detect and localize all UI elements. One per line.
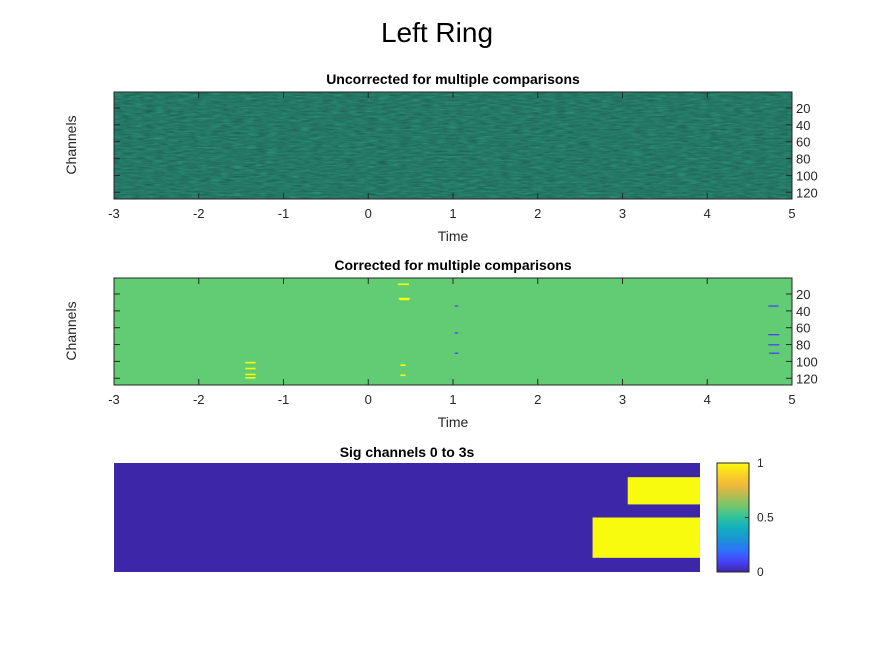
uncorrected-heatmap-noise-blue: [114, 92, 792, 199]
corrected-heatmap-marks: [245, 283, 780, 379]
axes-corrected-ylabel: Channels: [63, 301, 79, 360]
xtick-label: 1: [449, 392, 456, 407]
ytick-label: 120: [796, 371, 818, 386]
positive-cluster: [400, 374, 406, 377]
axes-corrected: Corrected for multiple comparisons -3 -2-…: [63, 257, 818, 430]
xtick-label: 4: [704, 206, 711, 221]
xtick-label: 2: [534, 206, 541, 221]
ytick-label: 80: [796, 338, 810, 353]
positive-cluster: [245, 367, 256, 370]
negative-cluster: [768, 305, 779, 307]
negative-cluster: [454, 352, 459, 354]
axes-corrected-title: Corrected for multiple comparisons: [334, 257, 571, 273]
positive-cluster: [245, 361, 256, 364]
colorbar-tick-label: 0: [757, 565, 764, 579]
ytick-label: 20: [796, 101, 810, 116]
positive-cluster: [399, 298, 409, 301]
figure-title: Left Ring: [381, 17, 493, 48]
xtick-label: 0: [365, 392, 372, 407]
colorbar-tick-label: 0.5: [757, 511, 774, 525]
negative-cluster: [454, 305, 459, 307]
axes-uncorrected-ylabel: Channels: [63, 115, 79, 174]
positive-cluster: [397, 283, 409, 286]
ytick-label: 40: [796, 304, 810, 319]
positive-cluster: [398, 297, 410, 300]
axes-corrected-xticks: -3 -2 -1 0 1 2 3 4 5: [108, 278, 796, 407]
ytick-label: 120: [796, 185, 818, 200]
axes-uncorrected-title: Uncorrected for multiple comparisons: [326, 71, 580, 87]
xtick-label: 1: [449, 206, 456, 221]
sig-region: [627, 477, 700, 505]
negative-cluster: [454, 332, 459, 334]
xtick-label: 3: [619, 392, 626, 407]
colorbar: 00.51: [716, 456, 774, 579]
ytick-label: 100: [796, 168, 818, 183]
xtick-label: 5: [788, 392, 795, 407]
sig-region: [592, 517, 700, 558]
negative-cluster: [768, 334, 780, 336]
colorbar-tick-label: 1: [757, 456, 764, 470]
xtick-label: -1: [278, 392, 290, 407]
xtick-label: 2: [534, 392, 541, 407]
xtick-label: -2: [193, 392, 205, 407]
axes-uncorrected: Uncorrected for multiple comparisons -3-…: [63, 71, 818, 244]
axes-uncorrected-xlabel: Time: [438, 228, 469, 244]
colorbar-ticks: 00.51: [745, 456, 774, 579]
axes-corrected-xlabel: Time: [438, 414, 469, 430]
xtick-label: 0: [365, 206, 372, 221]
xtick-label: 4: [704, 392, 711, 407]
corrected-heatmap-background: [114, 278, 792, 385]
xtick-label: -2: [193, 206, 205, 221]
colorbar-gradient: [716, 462, 750, 573]
xtick-label: -3: [108, 206, 120, 221]
ytick-label: 100: [796, 354, 818, 369]
ytick-label: 40: [796, 118, 810, 133]
axes-sig-channels: Sig channels 0 to 3s: [114, 444, 700, 572]
negative-cluster: [768, 344, 780, 346]
xtick-label: -3: [108, 392, 120, 407]
xtick-label: 3: [619, 206, 626, 221]
axes-sig-channels-title: Sig channels 0 to 3s: [340, 444, 475, 460]
positive-cluster: [245, 376, 256, 379]
xtick-label: -1: [278, 206, 290, 221]
negative-cluster: [769, 352, 780, 354]
ytick-label: 20: [796, 287, 810, 302]
sig-channels-marks: [592, 477, 700, 558]
positive-cluster: [400, 364, 406, 366]
ytick-label: 60: [796, 135, 810, 150]
positive-cluster: [245, 373, 256, 376]
ytick-label: 80: [796, 152, 810, 167]
axes-uncorrected-xticks: -3 -2 -1 0 1 2 3 4 5: [108, 92, 796, 221]
ytick-label: 60: [796, 321, 810, 336]
xtick-label: 5: [788, 206, 795, 221]
